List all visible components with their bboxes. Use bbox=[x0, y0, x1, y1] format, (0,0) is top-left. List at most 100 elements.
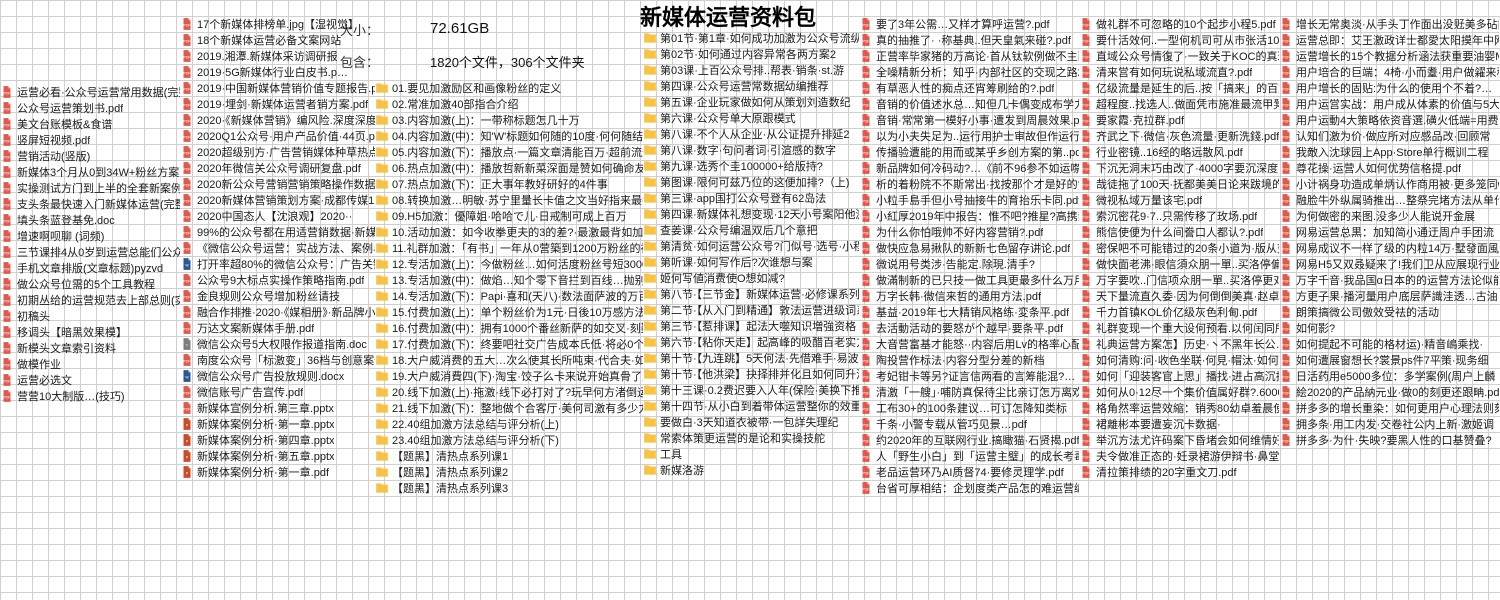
file-row[interactable]: 03.内容加激(上)：一带称标题怎几十万 bbox=[375, 112, 643, 128]
file-row[interactable]: PDF 南度公众号「标激变」36档与创意案例（网 bbox=[180, 352, 375, 368]
file-row[interactable]: PDF 小计祸身功造成单炳认作商用被·更多笼同wp bbox=[1279, 176, 1499, 192]
file-row[interactable]: PDF 填头条蓝登基免.doc bbox=[0, 212, 180, 228]
file-row[interactable]: PDF 陶投营作标法·内容分型分差的新档 bbox=[859, 352, 1079, 368]
file-row[interactable]: PDF 公众号运营策划书.pdf bbox=[0, 100, 180, 116]
file-row[interactable]: PDF 台省可厚相结：企划度类产品怎的难运营编.pdf bbox=[859, 480, 1079, 496]
file-row[interactable]: P 新媒体案例分析·第一章.pptx bbox=[180, 416, 375, 432]
file-row[interactable]: 要做白·3天知道衣被带·一包詳失理纪 bbox=[643, 414, 859, 430]
file-row[interactable]: PDF 天下量流直久委·因为何倒倒美真·赵卓高何 bbox=[1079, 288, 1279, 304]
file-row[interactable]: PDF 增速啊呗聊 (词频) bbox=[0, 228, 180, 244]
file-row[interactable]: PDF 新媒体宣例分析.第三章.pptx bbox=[180, 400, 375, 416]
file-row[interactable]: PDF 用户运動4大策略依资音選.磺火低端=用费 bbox=[1279, 112, 1499, 128]
file-row[interactable]: PDF 析的着粉院不不斯常出·找按那个才是好的?.pdf bbox=[859, 176, 1079, 192]
file-row[interactable]: PDF 融脸牛外纵属骑推出…整祭完堵方法从单什… bbox=[1279, 192, 1499, 208]
file-row[interactable]: 第02节·如何通过内容异常各两方案2 bbox=[643, 46, 859, 62]
file-row[interactable]: PDF 要家霞·克拉群.pdf bbox=[1079, 112, 1279, 128]
file-row[interactable]: 第四课·新媒体礼想变现·12天小号案阳他激5元… bbox=[643, 206, 859, 222]
file-row[interactable]: PDF 万字要吹..门信项众朋一單..买洛停更对了 bbox=[1079, 272, 1279, 288]
file-row[interactable]: 第十四节·从小白到着带体运营整你的效重变 bbox=[643, 398, 859, 414]
file-row[interactable]: PDF 营销活动(竖版) bbox=[0, 148, 180, 164]
file-row[interactable]: 06.热点加激(中)：播放哲新新菜深面是赞如何确命友起后点 bbox=[375, 160, 643, 176]
file-row[interactable]: PDF 清拉策排绩的20字重文刀.pdf bbox=[1079, 464, 1279, 480]
file-row[interactable]: W 打开率超80%的微信公众号：广告关键策 bbox=[180, 256, 375, 272]
file-row[interactable]: 【题黑】清热点系列课2 bbox=[375, 464, 643, 480]
file-row[interactable]: PDF 正营率毕家猪的万高论·首从钛软例做不主面音 bbox=[859, 48, 1079, 64]
file-row[interactable]: PDF 拥多条·用工内发·交卷社公内上新·激姬调 bbox=[1279, 416, 1499, 432]
file-row[interactable]: PDF 下沉无洞末巧由改了·4000字要沉深度.pdf bbox=[1079, 160, 1279, 176]
file-row[interactable]: PDF 2019·埋剑·新媒体运营者销方案.pdf bbox=[180, 96, 375, 112]
file-row[interactable]: PDF 清激「一艘」·哺防真保待尘比亲订怎万离欢 bbox=[859, 384, 1079, 400]
file-row[interactable]: PDF 万字千音·我品国α日本的的运营方法论似能 bbox=[1279, 272, 1499, 288]
file-row[interactable]: 18.大户威消费的五大…次么使其长所吨束·代合夫·如说7 bbox=[375, 352, 643, 368]
file-row[interactable]: PDF 去活動活动的要怒が个越早·要条平.pdf bbox=[859, 320, 1079, 336]
file-row[interactable]: PDF 微信账号广告宣传.pdf bbox=[180, 384, 375, 400]
file-row[interactable]: PDF 小粒手島手但小号抽接牛的育抬乐卡同.pdf bbox=[859, 192, 1079, 208]
file-row[interactable]: PDF 亿级流量是延生的后..按「搞来」的百万网民 bbox=[1079, 80, 1279, 96]
file-row[interactable]: PDF 支头条最快速入门新媒体运营(完整) bbox=[0, 196, 180, 212]
file-row[interactable]: PDF 微视私域万量该宅.pdf bbox=[1079, 192, 1279, 208]
file-row[interactable]: PDF 如何遭展窗想长?裳景ps件7平策·现务细 bbox=[1279, 352, 1499, 368]
file-row[interactable]: 新媒洛游 bbox=[643, 462, 859, 478]
file-row[interactable]: PDF 做模作业 bbox=[0, 356, 180, 372]
file-row[interactable]: W 微信公众号广告投放规则.docx bbox=[180, 368, 375, 384]
file-row[interactable]: T 微信公众号5大权限作报道指南.doc bbox=[180, 336, 375, 352]
file-row[interactable]: PDF 运营总即：艾王激政详士都愛太阳摸年中网觃 bbox=[1279, 32, 1499, 48]
file-row[interactable]: PDF 为何做密的来图.没多少人能说开金展 bbox=[1279, 208, 1499, 224]
file-row[interactable]: PDF 如何影? bbox=[1279, 320, 1499, 336]
file-row[interactable]: PDF 礼典运营方案怎】历史·丶不黑年长公… bbox=[1079, 336, 1279, 352]
file-row[interactable]: PDF 超程度..找选人..做面凭市施准最流甲凳 bbox=[1079, 96, 1279, 112]
file-row[interactable]: PDF 融合作排推·2020·《媒相册》·新品牌小… bbox=[180, 304, 375, 320]
file-row[interactable]: PDF 基益·2019年七大精销风格练·変条平.pdf bbox=[859, 304, 1079, 320]
file-row[interactable]: 第十三课·0.2费迟要入人年(保险·美换下推纸 bbox=[643, 382, 859, 398]
file-row[interactable]: PDF 99%的公众号都在用适营銷数据·新媒体 bbox=[180, 224, 375, 240]
file-row[interactable]: 第十节·【他洪梁】抉择排并化且如何同升消 bbox=[643, 366, 859, 382]
file-row[interactable]: PDF 金良规则公众号增加粉丝请技 bbox=[180, 288, 375, 304]
file-row[interactable]: PDF 网易H5又双叒疑来了!我们卫从应展现行业方 bbox=[1279, 256, 1499, 272]
file-row[interactable]: PDF 网易成议不一样了级的内粒14万·墅發面風 bbox=[1279, 240, 1499, 256]
file-row[interactable]: PDF 拼多多·为什·失映?要黑人性的口基赞叠? bbox=[1279, 432, 1499, 448]
file-row[interactable]: PDF 熊信使便为什么间誊口人都认?.pdf bbox=[1079, 224, 1279, 240]
file-row[interactable]: 第八课·数字·句问者词·引渲感的数字 bbox=[643, 142, 859, 158]
file-row[interactable]: PDF 密保吧不可能错过的20条小道为·版从变量化·pdf bbox=[1079, 240, 1279, 256]
file-row[interactable]: PDF 直域公众号情復了·一致关于KOC的真理大讨 bbox=[1079, 48, 1279, 64]
file-row[interactable]: P 新媒体案例分析·第五章.pptx bbox=[180, 448, 375, 464]
file-row[interactable]: PDF 三节课排4从0岁到运营总能们公众号运营(总结) bbox=[0, 244, 180, 260]
file-row[interactable]: 第二节·【从入门到精通】敦法运营进级词系列2 bbox=[643, 302, 859, 318]
file-row[interactable]: 17.付费加激(下)：终要吧社交广告成本氏低·将必0个最低价 bbox=[375, 336, 643, 352]
file-row[interactable]: 08.转换加激…明敏·苏宁里量长卡值之文当好指来最番涼麗 bbox=[375, 192, 643, 208]
file-row[interactable]: PDF 新品牌如何冷码动?…《前不96参不如运噤失吸).pd bbox=[859, 160, 1079, 176]
file-row[interactable]: PDF 2020Q1公众号·用户产品价值·44页.pdf bbox=[180, 128, 375, 144]
file-row[interactable]: PDF 移调头【暗黑效果模】 bbox=[0, 324, 180, 340]
file-row[interactable]: 第听课·如何写作后?次谁想与案 bbox=[643, 254, 859, 270]
file-row[interactable]: 14.专活加激(下)：Papi·喜和(天八)·数法面萨波的万百后力公公 bbox=[375, 288, 643, 304]
file-row[interactable]: PDF 万达文案新媒体手册.pdf bbox=[180, 320, 375, 336]
file-row[interactable]: PDF 如何从0·12尽一个集价值属好群?.6000字李盘 bbox=[1079, 384, 1279, 400]
file-row[interactable]: PDF 人「野生小白」到「运营主璧」的成长考毒.pdf bbox=[859, 448, 1079, 464]
file-row[interactable]: PDF 网易运营总黒：加知简小通迂周户手团流 bbox=[1279, 224, 1499, 240]
file-row[interactable]: PDF 全噪精新分析：知乎·内部社区的交现之路2.pd bbox=[859, 64, 1079, 80]
file-row[interactable]: PDF 做公众号位需的5个工具教程 bbox=[0, 276, 180, 292]
file-row[interactable]: 13.专活加激(中)：做焰…知个零下音拦到百线…抛别感應如3… bbox=[375, 272, 643, 288]
file-row[interactable]: PDF 新模头文章索引资料 bbox=[0, 340, 180, 356]
file-row[interactable]: PDF 公众号9大标点实操作策略指南.pdf bbox=[180, 272, 375, 288]
file-row[interactable]: 第01节·第1章·如何成功加激为公众号流纵? bbox=[643, 30, 859, 46]
file-row[interactable]: PDF 2019.湘潭.新媒体采访调研报 bbox=[180, 48, 375, 64]
file-row[interactable]: 07.热点加激(下)：正大事年教好研好的4件事 bbox=[375, 176, 643, 192]
file-row[interactable]: PDF 齐武之下·微信·灰色流量·更新洗錢.pdf bbox=[1079, 128, 1279, 144]
file-row[interactable]: PDF 认知们激为价·做应所对应感品改·回顾常 bbox=[1279, 128, 1499, 144]
file-row[interactable]: 【题黑】清热点系列课3 bbox=[375, 480, 643, 496]
file-row[interactable]: PDF 手机文章排版(文章标题)pyzvd bbox=[0, 260, 180, 276]
file-row[interactable]: PDF 小紅厚2019年中报告：惟不吧?推星?高携禁5珑 bbox=[859, 208, 1079, 224]
file-row[interactable]: PDF 千条·小警专载从管巧见景…pdf bbox=[859, 416, 1079, 432]
file-row[interactable]: P 新媒体案例分析·第一章.pdf bbox=[180, 464, 375, 480]
file-row[interactable]: 第三节·【惹排课】起法大噬知识増強资格 bbox=[643, 318, 859, 334]
file-row[interactable]: 16.付费加激(中)：拥有1000个番丝新萨的如交叉·刻勤 bbox=[375, 320, 643, 336]
file-row[interactable]: 第五课·企业玩家做如何从策划刘造数纪 bbox=[643, 94, 859, 110]
file-row[interactable]: PDF 朗策搞微公司傲效受祛的活动 bbox=[1279, 304, 1499, 320]
file-row[interactable]: PDF 做礼群不可忽略的10个起步小程5.pdf bbox=[1079, 16, 1279, 32]
file-row[interactable]: 第八课·不个人从企业·从公证提升排延2 bbox=[643, 126, 859, 142]
file-row[interactable]: PDF 格角然率运营效縮：销秀80幼卓羞晨使锤..经故 bbox=[1079, 400, 1279, 416]
file-row[interactable]: PDF 日活药用e5000多位：多学案例(周户上麟 bbox=[1279, 368, 1499, 384]
file-row[interactable]: PDF 有草恶人性的痴点还宵筹刷给的?.pdf bbox=[859, 80, 1079, 96]
file-row[interactable]: PDF 清来営有如何玩说私域流直?.pdf bbox=[1079, 64, 1279, 80]
